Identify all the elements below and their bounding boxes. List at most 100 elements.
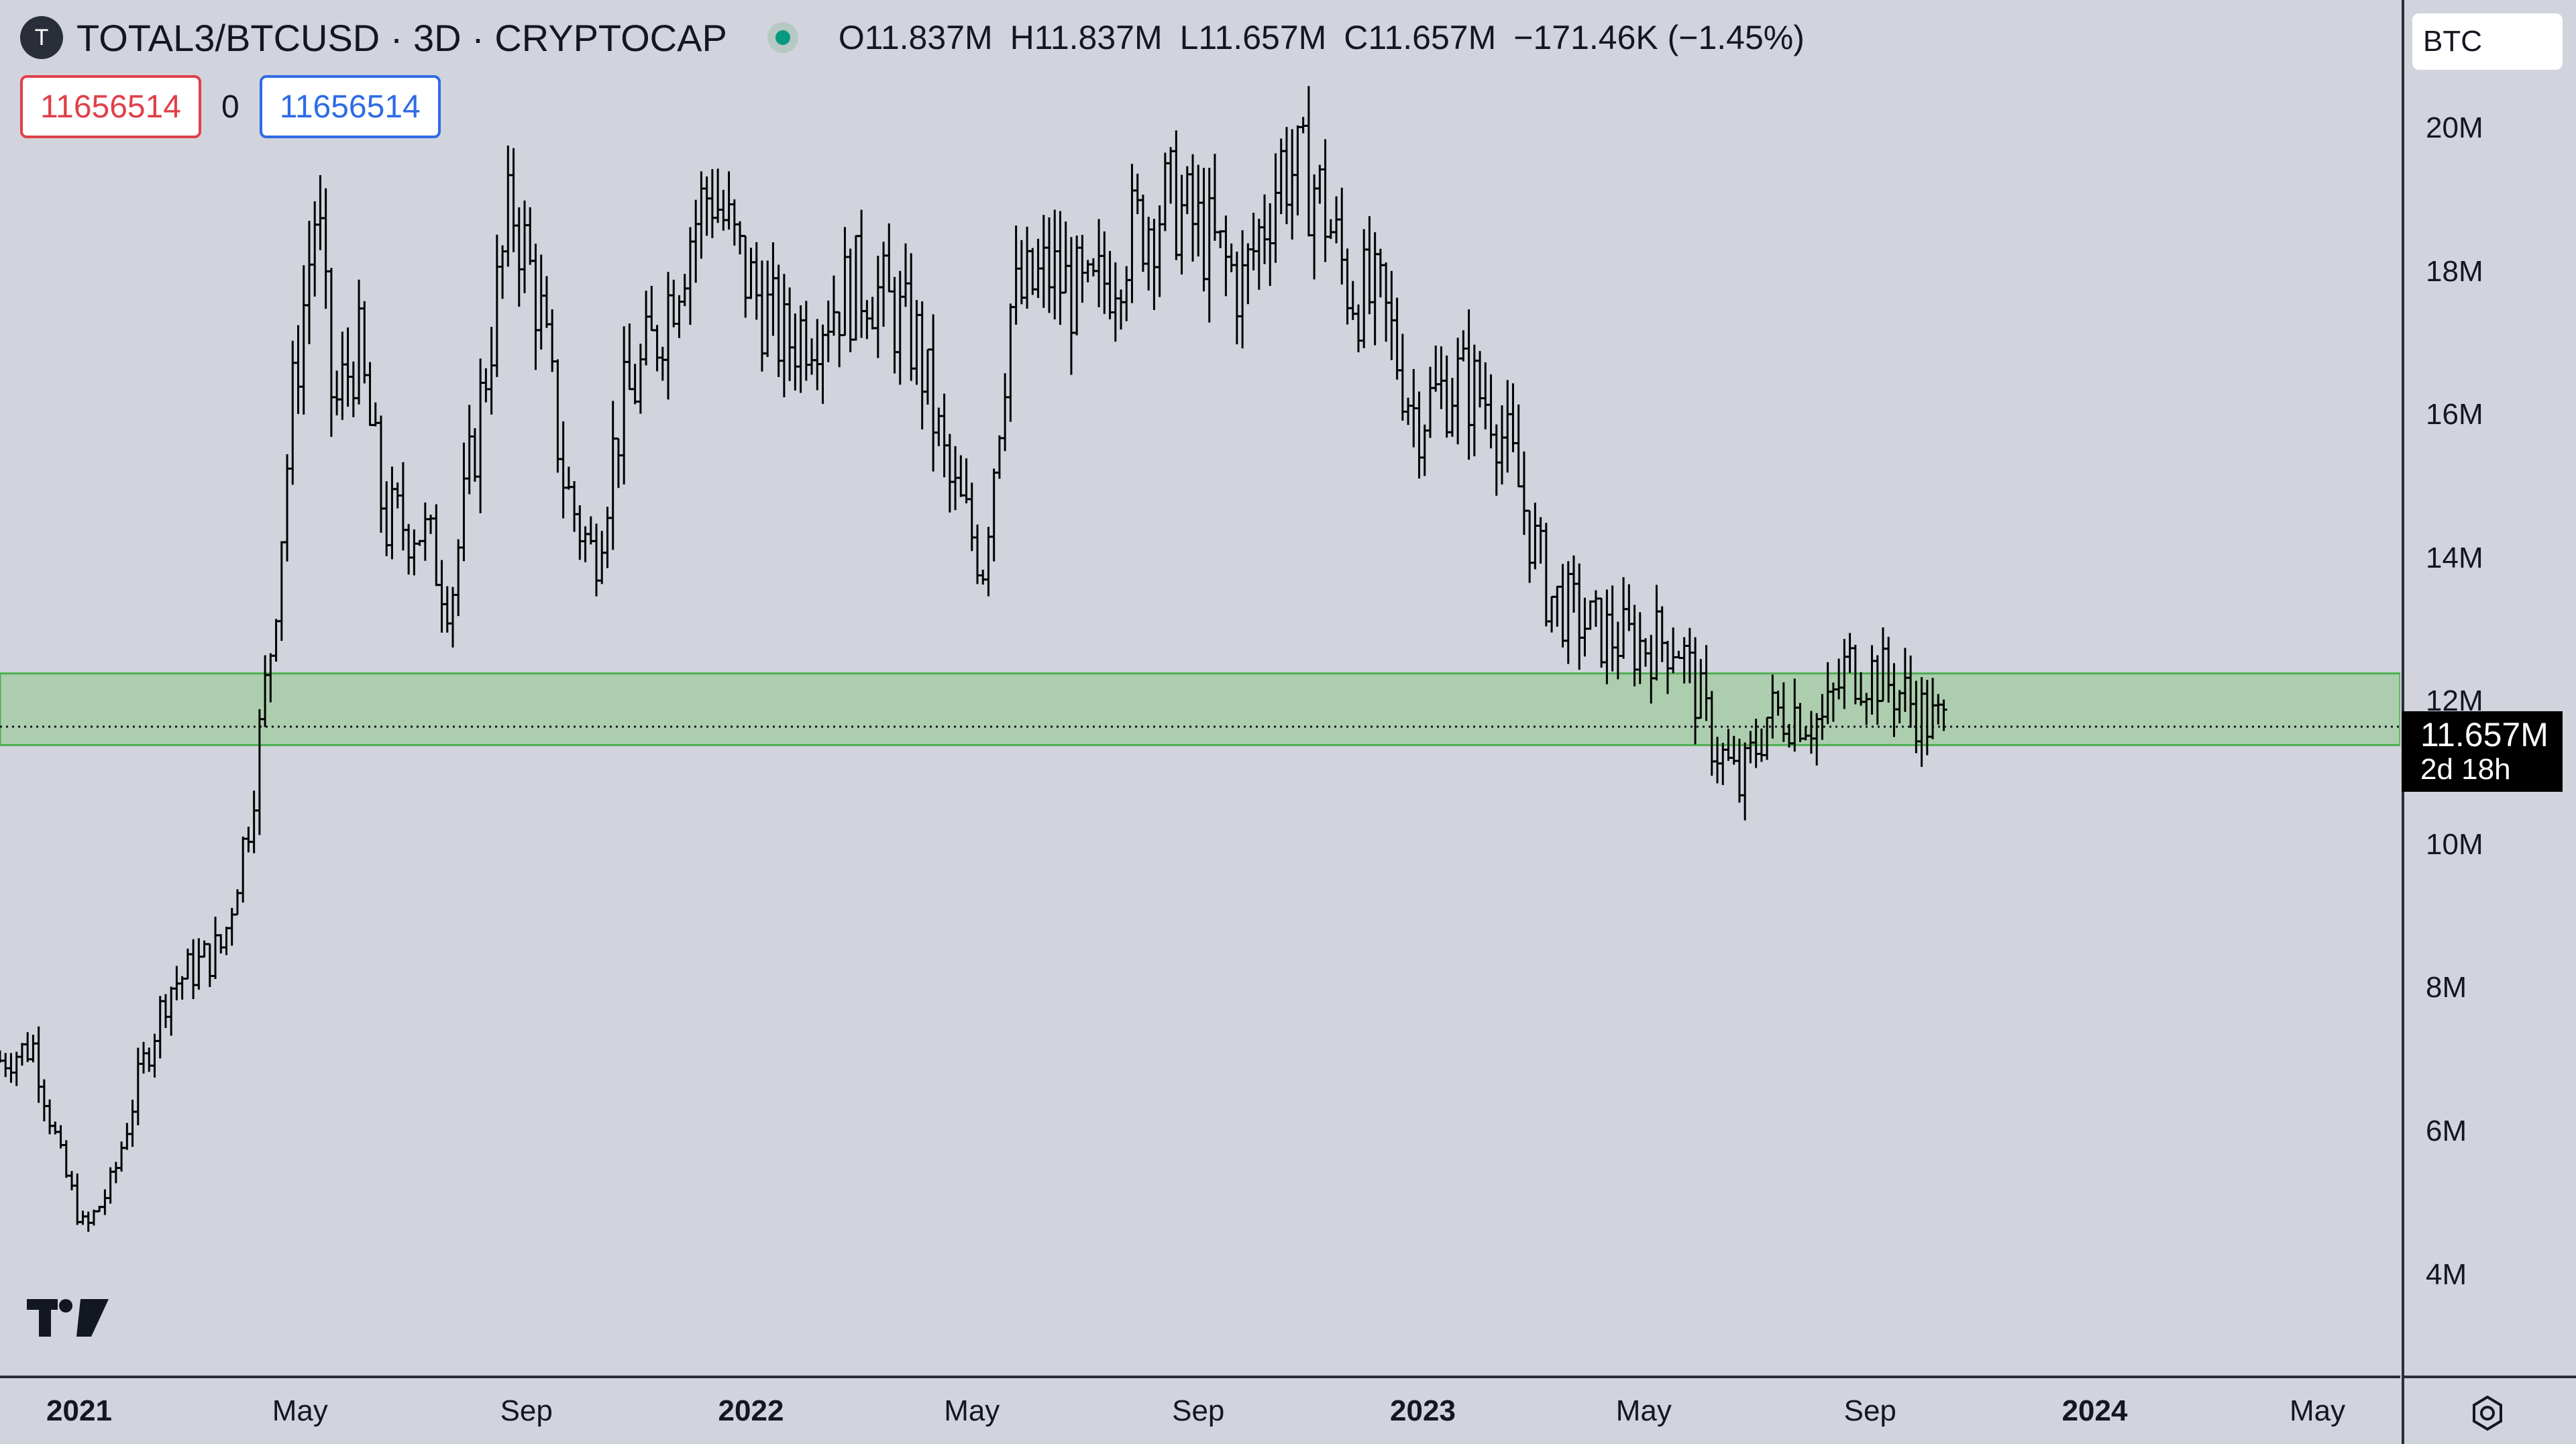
ohlc-bar: [327, 268, 335, 437]
ohlc-low: L11.657M: [1179, 19, 1327, 56]
ohlc-bar: [957, 455, 965, 497]
ohlc-bar: [184, 948, 191, 980]
ohlc-bar: [366, 362, 374, 426]
ohlc-bar: [1554, 585, 1561, 627]
last-price-value: 11.657M: [2420, 716, 2548, 754]
tradingview-logo-icon[interactable]: [27, 1295, 110, 1339]
chart-pane[interactable]: [0, 0, 2400, 1376]
ohlc-bar: [1504, 380, 1511, 473]
ohlc-bar: [665, 272, 672, 400]
highlight-zone[interactable]: [0, 672, 2400, 746]
currency-button[interactable]: BTC: [2412, 13, 2563, 70]
ohlc-bar: [1421, 424, 1428, 476]
ohlc-bar: [681, 274, 688, 307]
time-tick-label: May: [2289, 1394, 2346, 1427]
symbol-title[interactable]: TOTAL3/BTCUSD · 3D · CRYPTOCAP: [76, 16, 727, 59]
time-tick-label: May: [944, 1394, 1000, 1427]
ohlc-bar: [792, 313, 799, 391]
axis-corner: [2402, 1376, 2576, 1444]
bar-countdown: 2d 18h: [2420, 753, 2511, 786]
ohlc-bar: [885, 223, 893, 293]
ohlc-bar: [1393, 297, 1401, 380]
time-tick-label: Sep: [1172, 1394, 1225, 1427]
ohlc-bar: [908, 253, 915, 381]
ohlc-bar: [913, 300, 920, 385]
price-tick-label: 14M: [2426, 541, 2483, 574]
ohlc-bar: [1089, 258, 1097, 276]
ohlc-bar: [769, 242, 777, 336]
ohlc-bar: [79, 1210, 87, 1225]
ohlc-bar: [1073, 236, 1081, 336]
ohlc-bar: [85, 1211, 92, 1232]
ohlc-bar: [764, 260, 771, 357]
ohlc-bar: [819, 324, 826, 404]
ohlc-bar: [1029, 248, 1036, 295]
ohlc-bar: [1576, 563, 1583, 670]
order-quantity[interactable]: 0: [221, 89, 239, 125]
settings-gear-icon[interactable]: [2469, 1394, 2506, 1432]
ohlc-bar: [1509, 383, 1517, 452]
ohlc-bar: [1426, 366, 1434, 438]
ohlc-bar: [339, 331, 346, 420]
ohlc-bar: [1526, 509, 1534, 583]
ohlc-bar: [1062, 221, 1069, 294]
ohlc-bar: [1040, 215, 1047, 308]
ohlc-bar: [659, 346, 666, 381]
price-chart-svg[interactable]: [0, 0, 2400, 1376]
ohlc-bar: [504, 145, 512, 267]
ohlc-bar: [482, 368, 490, 403]
ohlc-bar: [598, 531, 606, 584]
ohlc-bar: [1007, 303, 1014, 422]
symbol-legend: T TOTAL3/BTCUSD · 3D · CRYPTOCAP O11.837…: [20, 13, 1822, 62]
ohlc-bar: [537, 254, 545, 350]
symbol-logo-icon[interactable]: T: [20, 16, 63, 59]
ohlc-bar: [1438, 346, 1445, 409]
ohlc-bar: [1443, 355, 1450, 438]
ohlc-bar: [1482, 362, 1489, 429]
ohlc-bar: [1134, 173, 1141, 215]
price-axis[interactable]: 20M 18M 16M 14M 12M 10M 8M 6M 4M: [2402, 0, 2576, 1376]
ohlc-bar: [896, 270, 904, 385]
ohlc-bar: [1338, 187, 1346, 285]
ohlc-bar: [1603, 589, 1611, 684]
ohlc-bar: [1101, 231, 1108, 314]
ohlc-bar: [118, 1141, 125, 1172]
ohlc-bar: [708, 169, 716, 238]
ohlc-bar: [1658, 606, 1666, 662]
ohlc-bar: [356, 279, 363, 405]
ohlc-bar: [780, 274, 788, 397]
ohlc-bar: [648, 285, 655, 331]
ohlc-bar: [604, 507, 611, 568]
ohlc-bar: [245, 826, 252, 853]
ohlc-bar: [455, 539, 462, 617]
sell-price-button[interactable]: 11656514: [20, 75, 201, 138]
ohlc-bar: [272, 619, 280, 662]
time-axis[interactable]: 2021 May Sep 2022 May Sep 2023 May Sep 2024 May: [0, 1376, 2400, 1444]
ohlc-bar: [670, 279, 678, 327]
market-status-icon[interactable]: [767, 22, 798, 53]
last-price-tag: 11.657M 2d 18h: [2402, 711, 2563, 792]
ohlc-bar: [344, 327, 352, 407]
ohlc-bar: [1233, 251, 1240, 345]
time-tick-label: 2023: [1390, 1394, 1456, 1427]
ohlc-bar: [250, 790, 258, 854]
ohlc-bar: [1532, 503, 1539, 570]
ohlc-bar: [891, 276, 898, 374]
ohlc-bar: [35, 1026, 42, 1103]
ohlc-bar: [559, 421, 567, 519]
ohlc-bar: [300, 265, 307, 415]
ohlc-bar: [1460, 330, 1467, 362]
ohlc-bar: [1354, 304, 1362, 352]
ohlc-bar: [449, 586, 456, 648]
ohlc-bar: [1057, 211, 1064, 325]
ohlc-bar: [466, 405, 473, 495]
ohlc-bar: [979, 569, 987, 585]
ohlc-bar: [1128, 164, 1136, 303]
ohlc-bar: [714, 168, 722, 223]
ohlc-bar: [1559, 564, 1566, 648]
ohlc-bar: [1360, 229, 1368, 348]
price-tick-label: 6M: [2426, 1114, 2467, 1147]
buy-price-button[interactable]: 11656514: [259, 75, 441, 138]
ohlc-bar: [399, 462, 407, 551]
ohlc-bar: [190, 939, 197, 999]
